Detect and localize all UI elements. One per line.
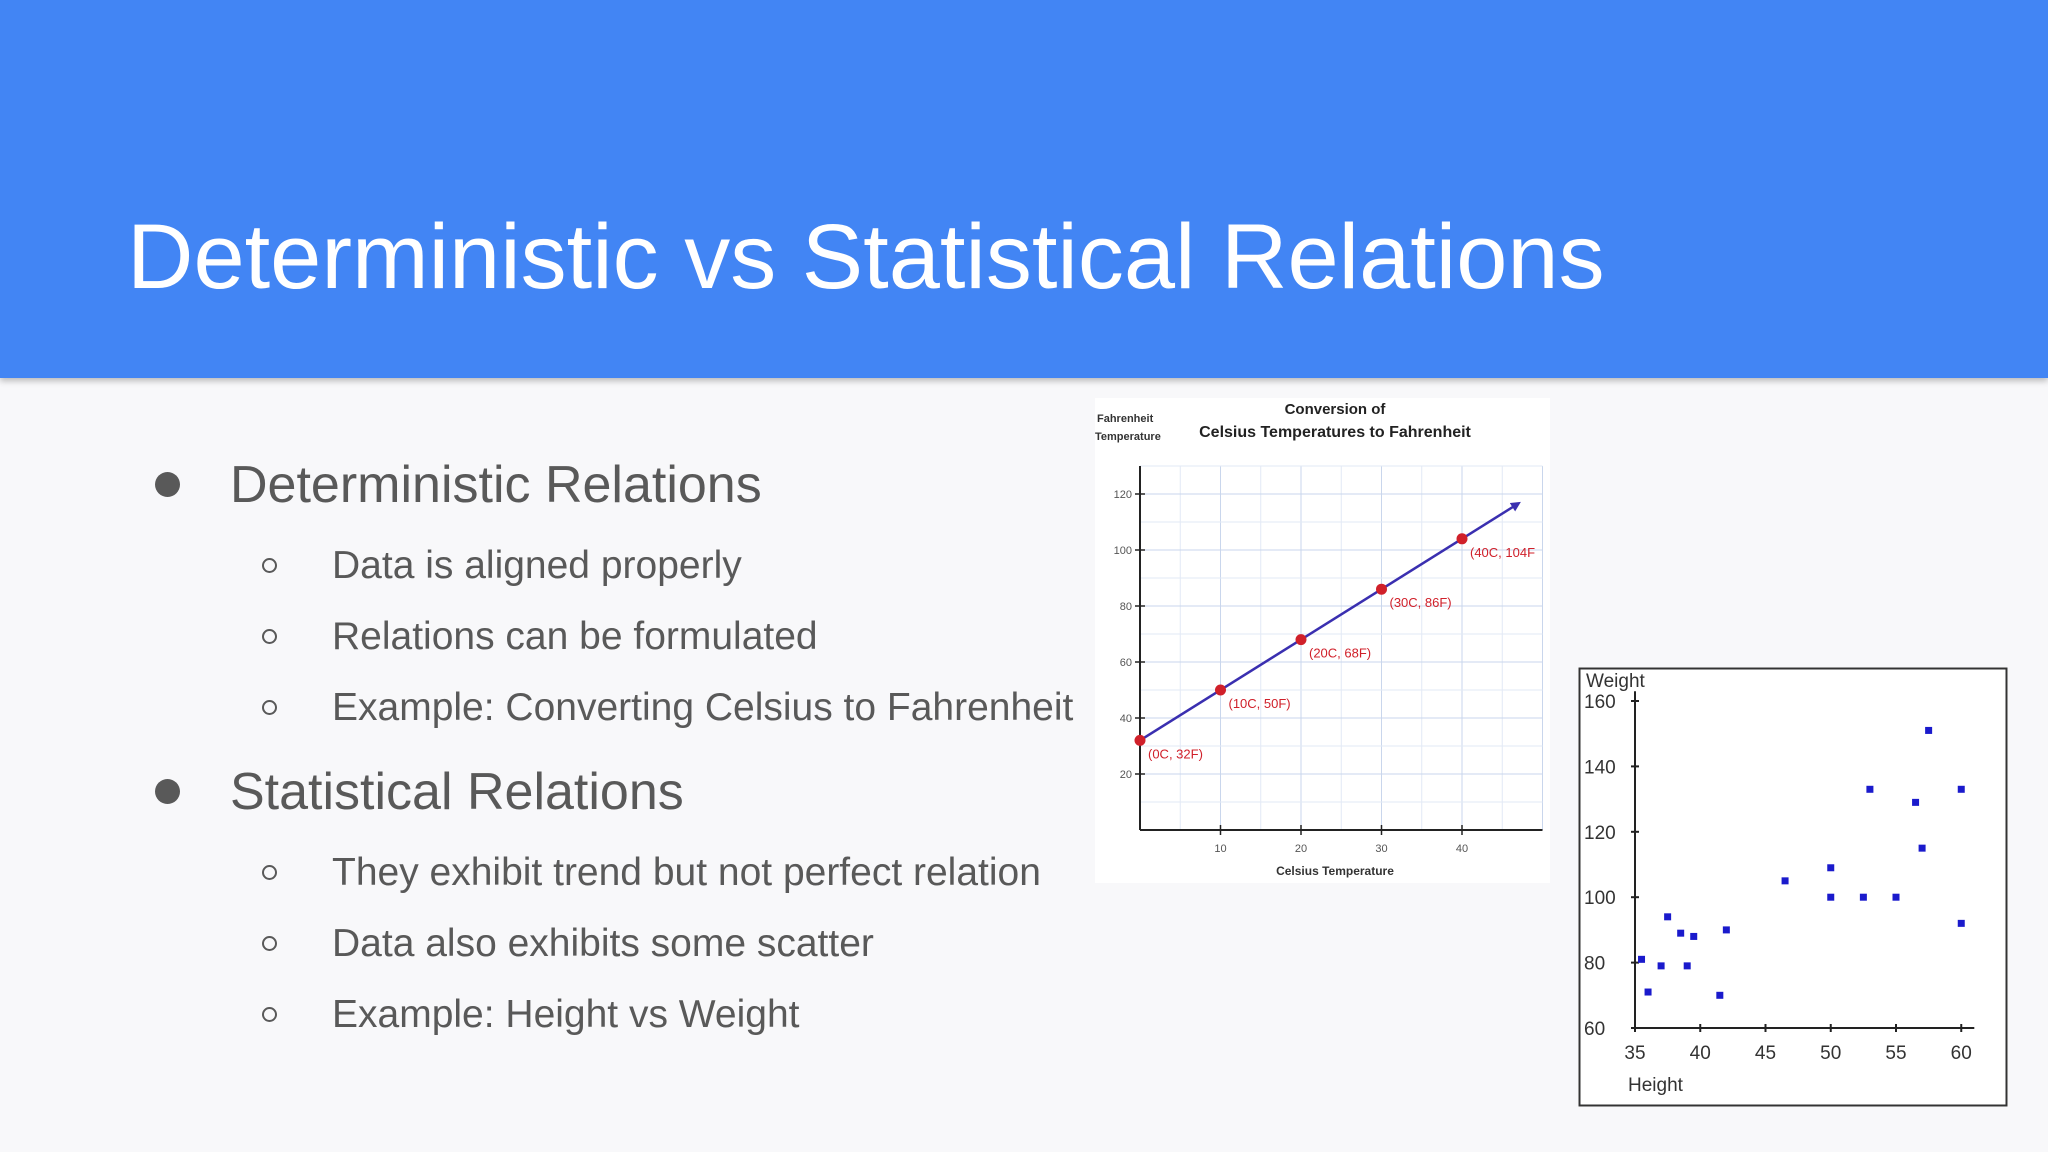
sub-bullet-text: Example: Height vs Weight	[332, 992, 800, 1036]
y-axis-label-line1: Fahrenheit	[1097, 413, 1154, 425]
data-point-label: (40C, 104F	[1470, 545, 1535, 560]
sub-bullet-item: Data also exhibits some scatter	[262, 922, 874, 965]
data-point	[1716, 991, 1724, 999]
y-tick-label: 80	[1584, 954, 1605, 975]
y-axis-label: Weight	[1586, 671, 1646, 692]
bullet-circle-icon	[262, 700, 277, 715]
y-tick-label: 140	[1584, 757, 1616, 778]
celsius-fahrenheit-chart: Conversion of Celsius Temperatures to Fa…	[1095, 398, 1550, 883]
chart-title-line1: Conversion of	[1285, 401, 1387, 418]
data-point	[1781, 877, 1789, 885]
x-tick-label: 10	[1214, 843, 1226, 855]
bullet-circle-icon	[262, 629, 277, 644]
data-point	[1827, 893, 1835, 901]
y-tick-label: 80	[1120, 601, 1132, 613]
x-tick-label: 55	[1885, 1043, 1906, 1064]
data-point	[1295, 634, 1307, 646]
sub-bullet-item: They exhibit trend but not perfect relat…	[262, 851, 1041, 894]
data-point	[1892, 893, 1900, 901]
x-tick-label: 30	[1375, 843, 1387, 855]
sub-bullet-text: Data also exhibits some scatter	[332, 921, 874, 965]
data-point	[1376, 583, 1387, 595]
data-point	[1657, 962, 1665, 970]
celsius-fahrenheit-svg: Conversion of Celsius Temperatures to Fa…	[1095, 401, 1543, 878]
y-tick-label: 40	[1120, 713, 1132, 725]
bullet-circle-icon	[262, 865, 277, 880]
bullet-item: Deterministic Relations	[155, 456, 762, 514]
data-point-label: (20C, 68F)	[1309, 646, 1371, 661]
height-weight-chart: Weight Height 35 40 45 50 55 60 60 80 100 120 140 1…	[1578, 667, 2008, 1107]
data-point-label: (10C, 50F)	[1229, 696, 1291, 711]
height-weight-svg: Weight Height 35 40 45 50 55 60 60 80 100 120 140 1…	[1578, 667, 2008, 1107]
y-tick-label: 20	[1120, 769, 1132, 781]
data-point	[1683, 962, 1691, 970]
data-point	[1690, 932, 1698, 940]
bullet-text: Statistical Relations	[230, 762, 684, 821]
data-point	[1859, 893, 1867, 901]
y-tick-label: 60	[1584, 1019, 1605, 1040]
x-tick-label: 45	[1755, 1043, 1776, 1064]
data-point	[1722, 926, 1730, 934]
data-point	[1918, 844, 1926, 852]
data-point	[1644, 988, 1652, 996]
bullet-circle-icon	[262, 936, 277, 951]
data-point	[1134, 734, 1146, 746]
trend-line	[1139, 501, 1521, 742]
y-tick-label: 100	[1584, 888, 1616, 909]
x-axis-label: Celsius Temperature	[1276, 864, 1394, 878]
data-point	[1912, 798, 1920, 806]
sub-bullet-text: They exhibit trend but not perfect relat…	[332, 850, 1041, 894]
x-tick-label: 60	[1951, 1043, 1972, 1064]
data-point	[1957, 785, 1965, 793]
data-point	[1456, 533, 1468, 545]
title-banner: Deterministic vs Statistical Relations	[0, 0, 2048, 378]
data-point	[1664, 913, 1672, 921]
data-point	[1215, 684, 1226, 696]
data-point	[1925, 726, 1933, 734]
x-tick-label: 40	[1456, 843, 1468, 855]
y-tick-label: 120	[1584, 823, 1616, 844]
y-tick-label: 60	[1120, 657, 1132, 669]
y-tick-label: 120	[1114, 489, 1132, 501]
bullet-dot-icon	[155, 779, 180, 804]
data-point	[1957, 919, 1965, 927]
data-point-label: (0C, 32F)	[1148, 746, 1203, 761]
y-axis-label-line2: Temperature	[1095, 431, 1161, 443]
chart-frame	[1578, 667, 2008, 1107]
x-tick-label: 35	[1624, 1043, 1645, 1064]
sub-bullet-item: Example: Converting Celsius to Fahrenhei…	[262, 686, 1073, 729]
slide-title: Deterministic vs Statistical Relations	[127, 206, 1605, 308]
data-point	[1677, 929, 1685, 937]
bullet-circle-icon	[262, 558, 277, 573]
y-tick-label: 100	[1114, 545, 1132, 557]
sub-bullet-text: Example: Converting Celsius to Fahrenhei…	[332, 685, 1074, 729]
data-point	[1866, 785, 1874, 793]
bullet-item: Statistical Relations	[155, 763, 684, 821]
y-tick-label: 160	[1584, 692, 1616, 713]
sub-bullet-item: Example: Height vs Weight	[262, 993, 800, 1036]
x-tick-label: 20	[1295, 843, 1307, 855]
bullet-text: Deterministic Relations	[230, 455, 762, 514]
sub-bullet-text: Data is aligned properly	[332, 543, 742, 587]
sub-bullet-item: Data is aligned properly	[262, 544, 742, 587]
x-axis-label: Height	[1628, 1075, 1684, 1096]
x-tick-label: 40	[1690, 1043, 1711, 1064]
chart-title-line2: Celsius Temperatures to Fahrenheit	[1199, 424, 1471, 441]
data-point	[1638, 955, 1646, 963]
sub-bullet-text: Relations can be formulated	[332, 614, 818, 658]
sub-bullet-item: Relations can be formulated	[262, 615, 818, 658]
data-point	[1827, 864, 1835, 872]
data-point-label: (30C, 86F)	[1390, 595, 1452, 610]
x-tick-label: 50	[1820, 1043, 1841, 1064]
bullet-circle-icon	[262, 1007, 277, 1022]
bullet-dot-icon	[155, 472, 180, 497]
